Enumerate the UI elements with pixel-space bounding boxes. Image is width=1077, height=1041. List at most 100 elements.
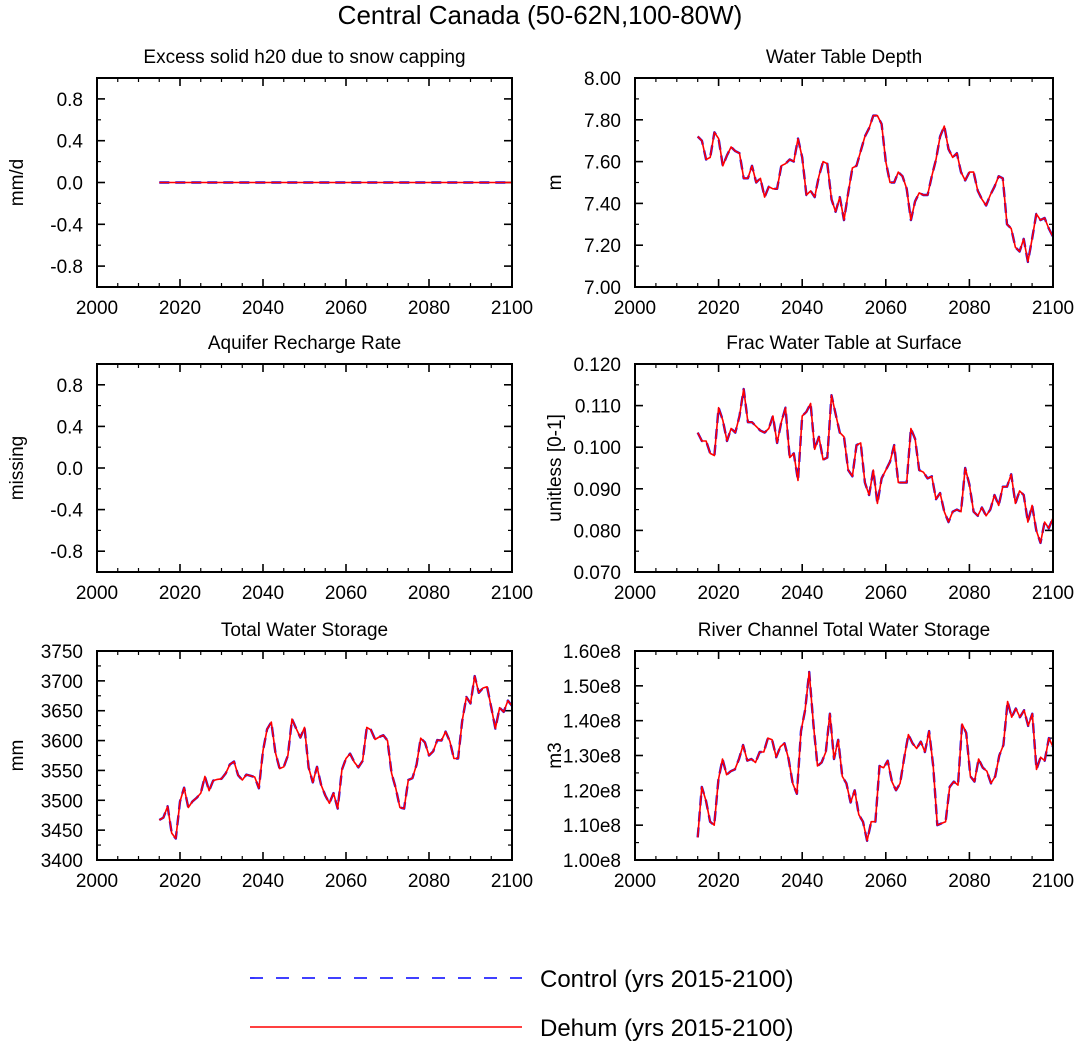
series-line-dehum [697, 114, 1054, 263]
x-tick-label: 2020 [159, 871, 201, 892]
y-tick-label: 0.4 [57, 417, 84, 438]
panel-title: River Channel Total Water Storage [698, 620, 991, 641]
y-axis-label: mm/d [7, 159, 28, 207]
figure-title: Central Canada (50-62N,100-80W) [338, 0, 743, 30]
x-tick-label: 2100 [1032, 871, 1074, 892]
y-tick-label: 0.100 [573, 438, 621, 459]
y-tick-label: 0.4 [57, 132, 84, 153]
x-tick-label: 2020 [159, 583, 201, 604]
y-tick-label: 7.00 [584, 278, 621, 299]
x-tick-label: 2040 [242, 298, 284, 319]
y-tick-label: 1.00e8 [563, 851, 621, 872]
y-tick-label: -0.4 [50, 501, 83, 522]
x-tick-label: 2080 [948, 298, 990, 319]
x-tick-label: 2080 [408, 871, 450, 892]
panel-title: Total Water Storage [221, 620, 388, 641]
x-tick-label: 2100 [1032, 298, 1074, 319]
x-tick-label: 2020 [159, 298, 201, 319]
panel-5: Total Water Storage mm 2000 2020 2040 2060 208… [7, 620, 533, 892]
x-tick-label: 2020 [697, 298, 739, 319]
y-tick-label: 7.60 [584, 153, 621, 174]
x-tick-label: 2080 [948, 583, 990, 604]
panel-4: Frac Water Table at Surface unitless [0-1… [545, 333, 1074, 604]
legend: Control (yrs 2015-2100) Dehum (yrs 2015-… [250, 966, 793, 1041]
y-tick-label: 0.0 [57, 459, 83, 480]
y-tick-label: 0.090 [573, 480, 621, 501]
panel-title: Excess solid h20 due to snow capping [143, 47, 465, 68]
x-tick-label: 2000 [76, 298, 118, 319]
series-line-control [696, 387, 1055, 545]
y-tick-label: -0.8 [50, 542, 83, 563]
y-tick-label: 3600 [41, 732, 83, 753]
y-tick-label: 3450 [41, 821, 83, 842]
y-tick-label: 7.40 [584, 194, 621, 215]
y-tick-label: 0.120 [573, 355, 621, 376]
panels: Excess solid h20 due to snow capping mm/d… [7, 47, 1074, 892]
x-tick-label: 2000 [76, 871, 118, 892]
x-tick-label: 2080 [948, 871, 990, 892]
y-tick-label: 1.20e8 [563, 781, 621, 802]
x-tick-label: 2080 [408, 298, 450, 319]
legend-label-control: Control (yrs 2015-2100) [540, 966, 793, 993]
panel-1: Excess solid h20 due to snow capping mm/d… [7, 47, 533, 319]
y-tick-label: 0.8 [57, 376, 83, 397]
y-tick-label: 3550 [41, 761, 83, 782]
plot-frame [96, 650, 513, 861]
series-line-dehum [696, 671, 1054, 842]
x-tick-label: 2060 [325, 871, 367, 892]
plot-frame [634, 77, 1054, 288]
y-axis-label: unitless [0-1] [545, 414, 566, 522]
x-tick-label: 2060 [865, 298, 907, 319]
panel-2: Water Table Depth m 2000 2020 2040 2060 2080 21… [545, 47, 1074, 319]
y-tick-label: 3650 [41, 702, 83, 723]
series-line-control [158, 674, 513, 840]
x-tick-label: 2040 [781, 298, 823, 319]
x-tick-label: 2000 [614, 298, 656, 319]
x-tick-label: 2020 [697, 871, 739, 892]
y-axis-label: missing [7, 436, 28, 500]
x-tick-label: 2060 [865, 871, 907, 892]
x-tick-label: 2020 [697, 583, 739, 604]
y-tick-label: 7.20 [584, 236, 621, 257]
x-tick-label: 2040 [242, 583, 284, 604]
y-tick-label: 1.30e8 [563, 747, 621, 768]
y-tick-label: 0.8 [57, 90, 83, 111]
y-tick-label: 0.0 [57, 174, 83, 195]
panel-title: Water Table Depth [766, 47, 922, 68]
y-tick-label: -0.8 [50, 257, 83, 278]
series-line-dehum [696, 388, 1054, 544]
x-tick-label: 2100 [491, 583, 533, 604]
series-line-control [696, 114, 1055, 264]
y-tick-label: 1.60e8 [563, 642, 621, 663]
x-tick-label: 2040 [781, 871, 823, 892]
legend-label-dehum: Dehum (yrs 2015-2100) [540, 1015, 793, 1041]
y-axis-label: m3 [545, 742, 566, 768]
y-tick-label: -0.4 [50, 215, 83, 236]
y-tick-label: 1.50e8 [563, 677, 621, 698]
y-tick-label: 3400 [41, 851, 83, 872]
panel-3: Aquifer Recharge Rate missing 2000 2020 2040… [7, 333, 533, 604]
y-axis-label: m [545, 175, 566, 191]
y-tick-label: 0.070 [573, 563, 621, 584]
y-axis-label: mm [7, 740, 28, 772]
plot-frame [96, 363, 513, 573]
panel-6: River Channel Total Water Storage m3 2000 2… [545, 620, 1074, 892]
x-tick-label: 2000 [76, 583, 118, 604]
x-tick-label: 2100 [491, 298, 533, 319]
y-tick-label: 7.80 [584, 111, 621, 132]
y-tick-label: 3750 [41, 642, 83, 663]
panel-title: Aquifer Recharge Rate [208, 333, 401, 354]
x-tick-label: 2000 [614, 583, 656, 604]
y-tick-label: 0.080 [573, 521, 621, 542]
x-tick-label: 2000 [614, 871, 656, 892]
x-tick-label: 2040 [242, 871, 284, 892]
y-tick-label: 1.10e8 [563, 816, 621, 837]
x-tick-label: 2100 [1032, 583, 1074, 604]
x-tick-label: 2080 [408, 583, 450, 604]
series-line-dehum [158, 675, 513, 840]
y-tick-label: 8.00 [584, 69, 621, 90]
x-tick-label: 2100 [491, 871, 533, 892]
x-tick-label: 2040 [781, 583, 823, 604]
panel-title: Frac Water Table at Surface [726, 333, 962, 354]
